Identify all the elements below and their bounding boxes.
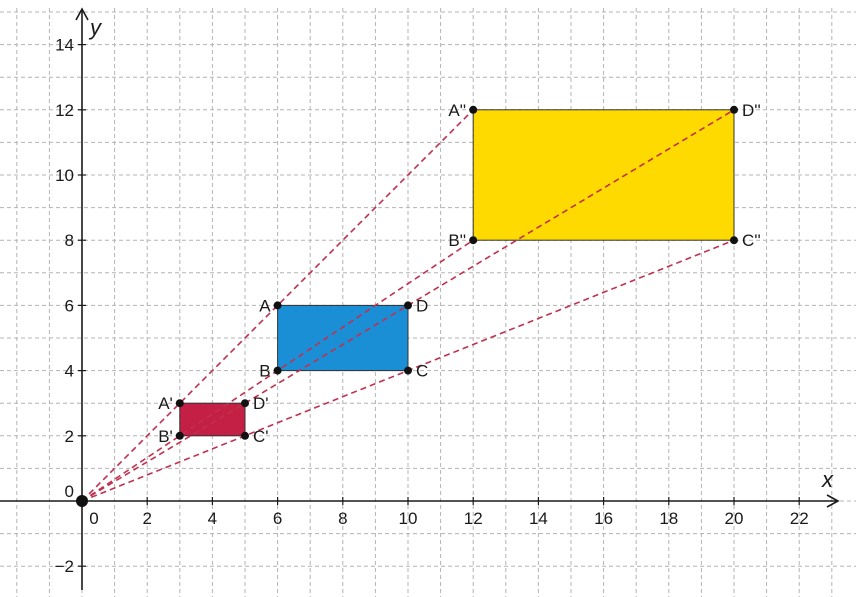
x-tick-label: 0 [89,509,98,528]
x-tick-label: 16 [594,509,613,528]
rectangle-small [179,402,246,437]
vertex-label: A' [158,394,173,413]
vertex-point [404,366,412,375]
vertex-point [730,105,738,114]
x-tick-label: 22 [790,509,809,528]
vertex-point [469,105,478,114]
vertex-point [273,366,282,375]
x-axis-label: x [821,467,834,492]
rectangle-large [472,109,735,241]
vertex-point [241,431,249,440]
dilation-ray [81,109,474,502]
y-tick-label: 0 [65,482,74,501]
rectangle-original [277,304,409,372]
vertex-point [241,399,249,408]
axes [0,7,840,590]
origin-point [76,495,88,507]
vertex-label: A [259,296,271,315]
vertex-point [273,301,282,310]
y-tick-label: 12 [55,101,74,120]
vertex-point [404,301,412,310]
vertex-label: C [416,362,428,381]
vertex-label: D'' [742,101,761,120]
y-tick-label: 4 [65,362,74,381]
x-tick-label: 2 [142,509,151,528]
x-tick-label: 10 [399,509,418,528]
vertex-point [175,399,184,408]
x-tick-label: 8 [338,509,347,528]
y-tick-label: 10 [55,166,74,185]
vertex-point [175,431,184,440]
y-tick-label: 8 [65,231,74,250]
vertex-label: C'' [742,231,761,250]
rectangles [179,109,735,437]
x-tick-label: 4 [208,509,217,528]
vertex-label: C' [253,427,269,446]
vertex-label: A'' [448,101,466,120]
y-tick-label: −2 [55,557,74,576]
y-tick-label: 2 [65,427,74,446]
vertex-label: B'' [448,231,466,250]
y-tick-label: 6 [65,296,74,315]
vertex-label: B' [158,427,173,446]
y-axis-label: y [88,15,103,40]
y-axis-arrow-icon [75,7,89,21]
vertex-point [730,236,738,245]
x-tick-label: 18 [659,509,678,528]
x-tick-label: 6 [273,509,282,528]
vertex-label: B [259,362,270,381]
x-tick-label: 12 [464,509,483,528]
vertex-point [469,236,478,245]
x-tick-label: 20 [725,509,744,528]
tick-labels: 0 2 4 6 8 10 12 14 16 18 20 22 −2 0 2 4 6 8 10 12 14 [55,36,809,577]
vertex-label: D' [253,394,269,413]
x-axis-arrow-icon [826,494,840,508]
x-tick-label: 14 [529,509,548,528]
vertex-points: A' D' C' B' A D C B A'' D'' C'' B'' [76,101,761,507]
vertex-label: D [416,296,428,315]
y-tick-label: 14 [55,36,74,55]
